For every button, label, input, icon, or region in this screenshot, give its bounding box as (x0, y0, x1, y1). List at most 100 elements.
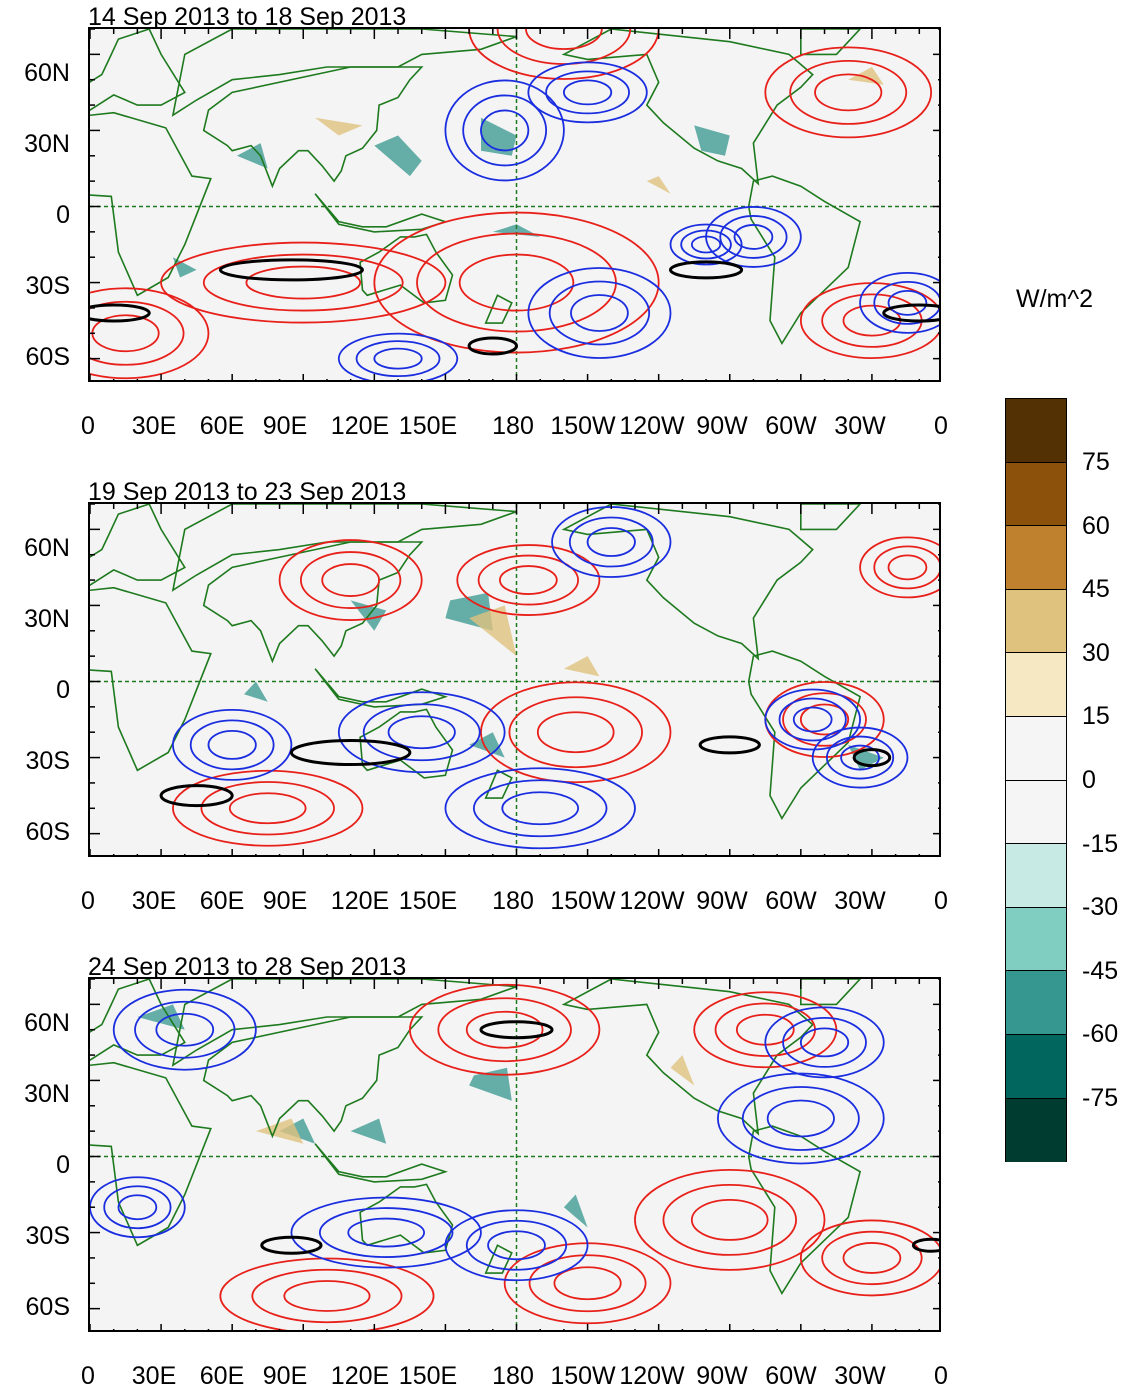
coastline-9 (484, 769, 513, 799)
coastline-5 (314, 193, 449, 233)
negative-contour-0-2 (155, 1012, 215, 1047)
negative-contour-5-1 (103, 1185, 172, 1230)
p2-xlabel-5: 150E (398, 887, 458, 915)
significance-contour-0 (289, 739, 412, 766)
positive-contour-3-1 (90, 300, 185, 366)
negative-contour-4-0 (859, 271, 939, 334)
panel-1-title: 14 Sep 2013 to 18 Sep 2013 (88, 3, 407, 31)
negative-contour-2-2 (480, 109, 530, 152)
p2-xlabel-9: 90W (696, 887, 748, 915)
coastline-4 (359, 233, 454, 304)
negative-anomaly-1 (563, 1194, 588, 1228)
negative-contour-3-2 (586, 527, 636, 557)
p2-xlabel-8: 120W (619, 887, 685, 915)
negative-contour-3-0 (444, 1209, 589, 1282)
negative-contour-2-2 (347, 1217, 425, 1248)
positive-anomaly-0 (255, 1118, 304, 1144)
coastline-2 (171, 979, 517, 1067)
p1-ylabel-30n: 30N (24, 130, 70, 158)
positive-contour-0-1 (437, 997, 572, 1063)
negative-contour-0-2 (570, 294, 629, 332)
positive-contour-0-2 (499, 565, 558, 595)
positive-contour-5-1 (202, 253, 404, 312)
negative-contour-4-0 (172, 708, 293, 781)
panel-2-title: 19 Sep 2013 to 23 Sep 2013 (88, 478, 407, 506)
p2-ylabel-0: 0 (56, 676, 70, 704)
negative-contour-4-2 (207, 729, 257, 760)
positive-contour-1-1 (789, 59, 908, 125)
p3-xlabel-1: 30E (131, 1362, 177, 1390)
p1-xlabel-4: 120E (330, 412, 390, 440)
positive-anomaly-0 (315, 117, 363, 136)
colorbar-label-5: 0 (1082, 766, 1096, 794)
negative-contour-5-0 (764, 688, 861, 751)
positive-contour-5-2 (887, 554, 928, 581)
colorbar-swatch-9 (1006, 971, 1066, 1035)
positive-contour-1-1 (508, 696, 643, 769)
negative-contour-5-1 (355, 340, 441, 378)
positive-anomaly-1 (563, 656, 600, 677)
p1-xlabel-6: 180 (492, 412, 534, 440)
p3-xlabel-7: 150W (550, 1362, 616, 1390)
positive-contour-5-0 (160, 241, 447, 324)
positive-anomaly-1 (848, 67, 884, 85)
p2-xlabel-12: 0 (934, 887, 948, 915)
negative-anomaly-3 (694, 125, 730, 156)
positive-contour-2-0 (468, 29, 660, 80)
coastline-3 (202, 541, 424, 664)
positive-contour-3-1 (251, 1268, 403, 1324)
p2-ylabel-30n: 30N (24, 605, 70, 633)
negative-contour-6-0 (669, 223, 743, 266)
negative-contour-0-2 (501, 791, 580, 826)
p2-xlabel-11: 30W (834, 887, 886, 915)
negative-contour-2-0 (444, 79, 565, 182)
negative-contour-4-0 (764, 1006, 885, 1079)
p3-xlabel-3: 90E (262, 1362, 308, 1390)
positive-contour-1-2 (814, 73, 883, 112)
negative-contour-3-2 (487, 1230, 546, 1261)
negative-contour-6-1 (680, 229, 732, 260)
negative-anomaly-2 (236, 143, 268, 169)
positive-contour-1-0 (480, 681, 672, 784)
colorbar-swatch-7 (1006, 844, 1066, 908)
coastline-0 (90, 1061, 212, 1247)
colorbar-label-0: 75 (1082, 448, 1110, 476)
negative-contour-0-1 (548, 280, 651, 346)
negative-anomaly-0 (469, 1067, 512, 1101)
positive-contour-4-2 (228, 792, 307, 825)
positive-contour-2-1 (496, 29, 632, 65)
positive-contour-3-2 (283, 1280, 371, 1312)
negative-contour-1-0 (337, 691, 506, 774)
positive-contour-4-1 (200, 781, 335, 836)
significance-contour-1 (260, 1235, 323, 1255)
negative-contour-5-0 (337, 332, 459, 380)
positive-contour-4-0 (799, 1219, 939, 1297)
positive-contour-0-0 (408, 983, 601, 1076)
negative-contour-4-1 (189, 719, 275, 771)
panel-2-map (88, 502, 941, 857)
p2-xlabel-2: 60E (199, 887, 245, 915)
positive-contour-5-0 (859, 536, 939, 599)
colorbar-title: W/m^2 (1016, 285, 1094, 313)
colorbar (1005, 398, 1067, 1163)
negative-contour-1-1 (741, 1086, 860, 1151)
negative-contour-3-1 (568, 516, 654, 568)
negative-contour-1-2 (766, 1099, 835, 1138)
significance-contour-3 (852, 748, 892, 768)
negative-contour-1-1 (362, 703, 481, 762)
p3-xlabel-4: 120E (330, 1362, 390, 1390)
p3-ylabel-0: 0 (56, 1151, 70, 1179)
negative-contour-2-0 (290, 1196, 482, 1269)
negative-contour-5-1 (778, 697, 847, 742)
negative-contour-2-1 (462, 94, 548, 167)
coastline-1 (90, 29, 186, 111)
positive-contour-2-0 (278, 539, 423, 621)
coastline-2 (171, 29, 517, 117)
colorbar-swatch-10 (1006, 1034, 1066, 1099)
negative-contour-1-2 (733, 224, 774, 250)
p1-xlabel-3: 90E (262, 412, 308, 440)
p3-xlabel-10: 60W (765, 1362, 817, 1390)
colorbar-label-10: -75 (1082, 1084, 1119, 1112)
p2-xlabel-10: 60W (765, 887, 817, 915)
p1-xlabel-0: 0 (81, 412, 95, 440)
